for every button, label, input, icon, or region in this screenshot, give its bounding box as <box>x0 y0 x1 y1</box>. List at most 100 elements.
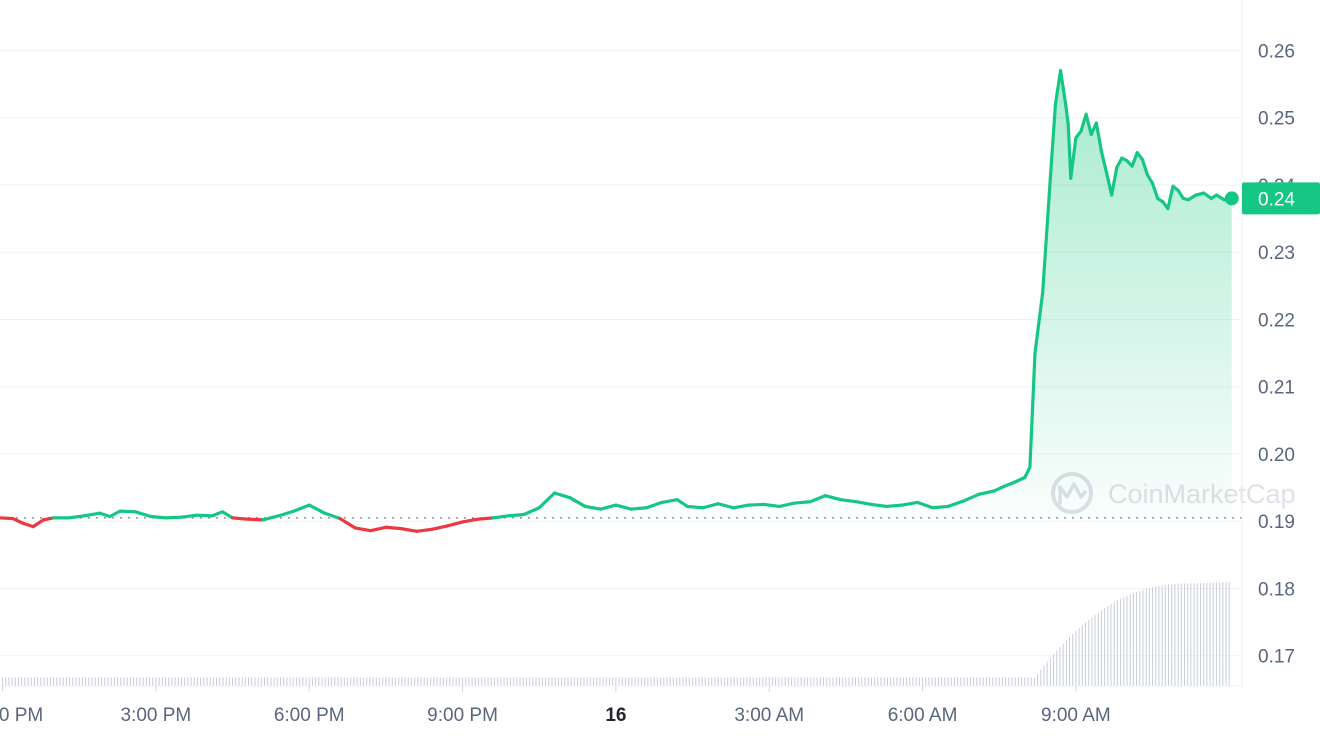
price-line-segment <box>0 516 15 521</box>
price-line-segment <box>1115 156 1124 170</box>
price-line-segment <box>292 503 311 513</box>
price-line-segment <box>118 509 138 514</box>
x-tick-label: 9:00 PM <box>427 705 498 726</box>
price-line-segment <box>977 489 996 496</box>
x-tick-label: 3:00 AM <box>734 705 804 726</box>
y-tick-label: 0.25 <box>1258 109 1295 130</box>
price-line-segment <box>839 498 858 504</box>
price-line-segment <box>460 517 480 524</box>
price-line-segment <box>108 509 122 519</box>
price-line-segment <box>414 527 434 533</box>
x-tick-label: 6:00 AM <box>888 705 958 726</box>
price-line-segment <box>179 513 199 519</box>
y-tick-label: 0.20 <box>1258 445 1295 466</box>
y-tick-label: 0.18 <box>1258 579 1295 600</box>
price-line-segment <box>685 504 705 510</box>
price-line-segment <box>568 496 587 509</box>
price-line-segment <box>869 502 889 509</box>
price-line-segment <box>793 500 812 505</box>
price-line-segment <box>307 503 327 515</box>
price-badge-label: 0.24 <box>1258 189 1295 210</box>
y-tick-label: 0.22 <box>1258 310 1295 331</box>
price-line-segment <box>701 502 720 510</box>
price-line-segment <box>399 527 419 533</box>
price-line-segment <box>946 499 966 509</box>
price-line-segment <box>430 524 449 531</box>
price-area-fill <box>0 70 1232 518</box>
price-line-segment <box>41 516 56 522</box>
price-line-segment <box>1041 176 1052 295</box>
price-line-segment <box>537 491 557 510</box>
price-line-segment <box>31 518 46 529</box>
volume-bars <box>2 582 1230 686</box>
price-line-segment <box>1166 184 1175 211</box>
price-line-segment <box>522 506 541 517</box>
price-line-segment <box>149 514 168 520</box>
price-line-segment <box>98 511 112 519</box>
price-line-segment <box>11 516 25 525</box>
price-line-segment <box>931 504 950 510</box>
price-line-segment <box>900 500 920 507</box>
price-line-segment <box>195 513 214 518</box>
price-line-segment <box>885 503 904 509</box>
price-line-segment <box>1053 69 1063 106</box>
price-line-segment <box>1064 102 1070 127</box>
price-line-segment <box>1099 149 1109 175</box>
price-line-segment <box>353 526 373 533</box>
price-line-segment <box>1061 85 1068 106</box>
price-line-segment <box>1130 151 1139 168</box>
price-line-segment <box>1002 480 1017 488</box>
price-line-segment <box>67 514 86 520</box>
y-tick-label: 0.26 <box>1258 41 1295 62</box>
price-line-segment <box>506 512 526 518</box>
price-line-segment <box>808 494 828 504</box>
price-line-segment <box>82 511 102 518</box>
price-line-segment <box>1094 121 1104 153</box>
price-line-segment <box>1012 475 1027 484</box>
price-line-segment <box>338 516 357 530</box>
price-line-segment <box>747 502 766 507</box>
price-line-segment <box>164 515 184 520</box>
grid-lines <box>0 49 1242 657</box>
price-line-segment <box>1110 165 1119 197</box>
price-line-segment <box>384 525 403 531</box>
price-line-segment <box>1028 351 1037 470</box>
price-line-segment <box>261 514 281 522</box>
price-line-segment <box>675 498 690 509</box>
price-line-segment <box>1084 112 1093 137</box>
price-line-segment <box>1058 69 1065 90</box>
current-price-badge: 0.24 <box>1242 182 1320 215</box>
price-line-segment <box>1023 465 1032 480</box>
price-line-segment <box>644 500 664 510</box>
price-line-segment <box>1069 136 1078 180</box>
y-tick-label: 0.23 <box>1258 243 1295 264</box>
price-line-segment <box>322 511 342 521</box>
last-price-dot[interactable] <box>1224 191 1239 206</box>
price-line-segment <box>1033 290 1045 355</box>
price-line-segment <box>491 514 511 520</box>
price-line-segment <box>716 502 736 510</box>
price-line-segment <box>854 500 874 507</box>
price-line-segment <box>961 492 981 503</box>
price-line-segment <box>777 501 797 509</box>
price-line[interactable] <box>0 69 1234 533</box>
x-tick-label: 9:00 AM <box>1041 705 1111 726</box>
price-line-segment <box>368 525 388 533</box>
price-line-segment <box>992 484 1006 493</box>
y-tick-label: 0.17 <box>1258 647 1295 668</box>
x-tick-label: 6:00 PM <box>274 705 345 726</box>
price-line-segment <box>629 506 649 511</box>
price-line-segment <box>220 510 235 520</box>
price-line-segment <box>210 510 224 518</box>
x-tick-label: 12:00 PM <box>0 705 43 726</box>
price-line-segment <box>1145 173 1155 186</box>
x-axis: 12:00 PM 3:00 PM 6:00 PM 9:00 PM 16 3:00 AM 6:… <box>0 685 1242 726</box>
price-line-segment <box>276 509 296 518</box>
y-axis: 0.26 0.25 0.24 0.23 0.22 0.21 0.20 0.19 0.18 0.17 <box>1241 0 1295 686</box>
price-line-segment <box>133 510 153 519</box>
price-line-segment <box>583 504 603 511</box>
price-line-segment <box>246 517 265 522</box>
price-line-segment <box>614 503 633 511</box>
price-line-segment <box>731 503 751 510</box>
